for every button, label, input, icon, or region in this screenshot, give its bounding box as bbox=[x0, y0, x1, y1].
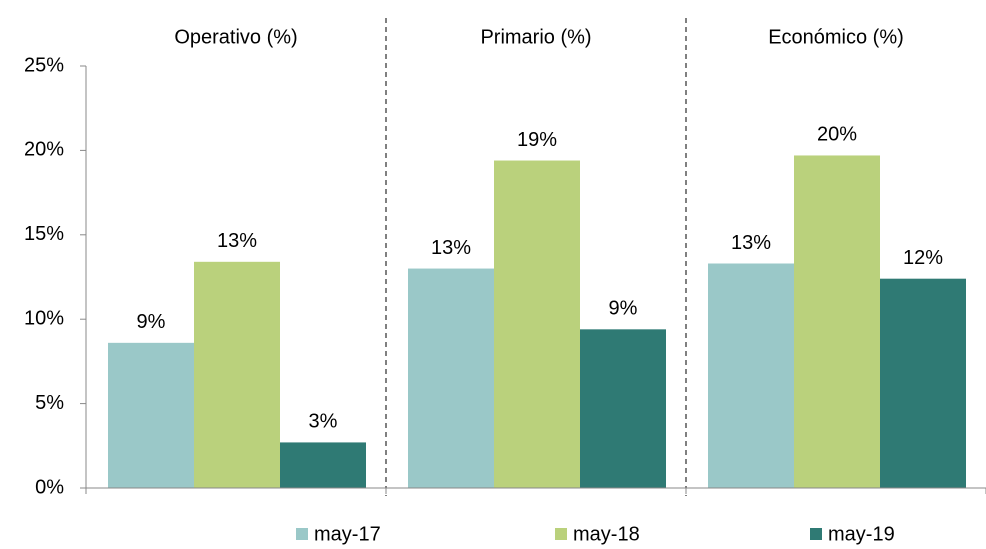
bar bbox=[708, 263, 794, 488]
category-label: Primario (%) bbox=[480, 26, 591, 48]
legend-label: may-17 bbox=[314, 523, 381, 545]
legend-swatch bbox=[555, 528, 567, 540]
category-label: Operativo (%) bbox=[174, 26, 297, 48]
y-tick-label: 15% bbox=[24, 223, 64, 245]
value-label: 13% bbox=[431, 237, 471, 259]
y-tick-label: 10% bbox=[24, 307, 64, 329]
bar bbox=[794, 155, 880, 489]
y-tick-label: 25% bbox=[24, 54, 64, 76]
category-label: Económico (%) bbox=[768, 26, 904, 48]
y-tick-label: 5% bbox=[35, 392, 64, 414]
legend-swatch bbox=[296, 528, 308, 540]
value-label: 9% bbox=[609, 298, 638, 320]
bar bbox=[194, 261, 280, 488]
bar bbox=[408, 268, 494, 488]
bar bbox=[280, 442, 366, 488]
bar bbox=[108, 342, 194, 488]
bar bbox=[580, 329, 666, 488]
legend-swatch bbox=[810, 528, 822, 540]
value-label: 13% bbox=[731, 232, 771, 254]
legend-label: may-18 bbox=[573, 523, 640, 545]
value-label: 12% bbox=[903, 247, 943, 269]
legend-label: may-19 bbox=[828, 523, 895, 545]
value-label: 9% bbox=[137, 311, 166, 333]
bar bbox=[880, 278, 966, 488]
value-label: 3% bbox=[309, 411, 338, 433]
bar bbox=[494, 160, 580, 488]
y-tick-label: 0% bbox=[35, 476, 64, 498]
value-label: 19% bbox=[517, 129, 557, 151]
value-label: 20% bbox=[817, 124, 857, 146]
value-label: 13% bbox=[217, 230, 257, 252]
y-tick-label: 20% bbox=[24, 139, 64, 161]
